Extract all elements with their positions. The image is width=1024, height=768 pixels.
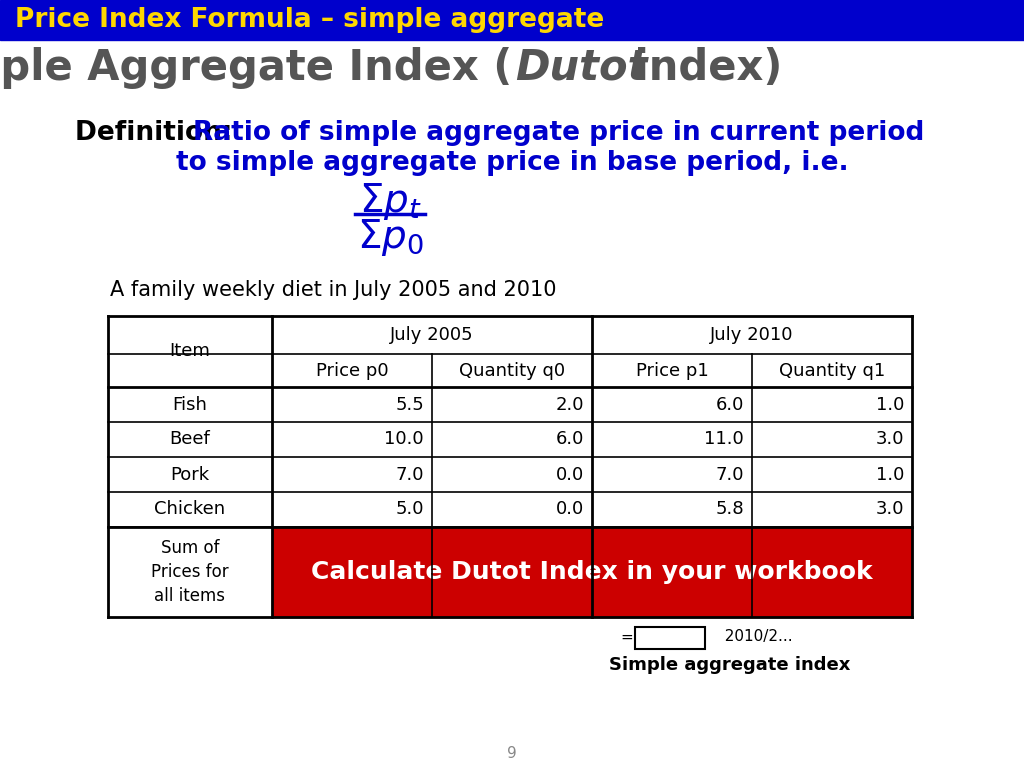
Text: 2010/2...: 2010/2... (715, 630, 793, 644)
Text: 3.0: 3.0 (876, 431, 904, 449)
Text: Pork: Pork (170, 465, 210, 484)
Bar (0, 0, 1024, 40)
Text: Price p0: Price p0 (315, 362, 388, 379)
Text: Beef: Beef (170, 431, 210, 449)
Text: 7.0: 7.0 (395, 465, 424, 484)
Text: Item: Item (170, 343, 211, 360)
Text: Fish: Fish (173, 396, 208, 413)
Text: =: = (620, 630, 633, 644)
Text: 11.0: 11.0 (705, 431, 744, 449)
Text: to simple aggregate price in base period, i.e.: to simple aggregate price in base period… (176, 150, 848, 176)
Text: 1.0: 1.0 (876, 465, 904, 484)
Text: Example 10: Simple Aggregate Index (: Example 10: Simple Aggregate Index ( (0, 47, 512, 89)
Text: Quantity q0: Quantity q0 (459, 362, 565, 379)
Text: Ratio of simple aggregate price in current period: Ratio of simple aggregate price in curre… (193, 120, 925, 146)
Text: 5.0: 5.0 (395, 501, 424, 518)
Text: 1.0: 1.0 (876, 396, 904, 413)
Text: $\Sigma p_0$: $\Sigma p_0$ (356, 217, 423, 259)
Text: 5.5: 5.5 (395, 396, 424, 413)
Text: 5.8: 5.8 (716, 501, 744, 518)
Text: 6.0: 6.0 (716, 396, 744, 413)
Text: Sum of
Prices for
all items: Sum of Prices for all items (152, 539, 228, 604)
Text: 3.0: 3.0 (876, 501, 904, 518)
Text: 2.0: 2.0 (555, 396, 584, 413)
Text: Quantity q1: Quantity q1 (779, 362, 885, 379)
Text: Definition:: Definition: (75, 120, 242, 146)
Bar (272, 527, 912, 617)
Text: 10.0: 10.0 (384, 431, 424, 449)
Text: index): index) (620, 47, 782, 89)
Text: July 2010: July 2010 (711, 326, 794, 344)
Text: July 2005: July 2005 (390, 326, 474, 344)
Text: 7.0: 7.0 (716, 465, 744, 484)
Text: 0.0: 0.0 (556, 465, 584, 484)
Text: A family weekly diet in July 2005 and 2010: A family weekly diet in July 2005 and 20… (110, 280, 556, 300)
Text: 9: 9 (507, 746, 517, 762)
Text: Chicken: Chicken (155, 501, 225, 518)
Text: Price p1: Price p1 (636, 362, 709, 379)
Text: Calculate Dutot Index in your workbook: Calculate Dutot Index in your workbook (311, 560, 872, 584)
Text: Price Index Formula – simple aggregate: Price Index Formula – simple aggregate (15, 7, 604, 33)
Bar (635, 627, 705, 649)
Text: 0.0: 0.0 (556, 501, 584, 518)
Text: Simple aggregate index: Simple aggregate index (609, 656, 851, 674)
Text: $\Sigma p_t$: $\Sigma p_t$ (358, 180, 422, 221)
Text: Dutot: Dutot (515, 47, 647, 89)
Text: 6.0: 6.0 (556, 431, 584, 449)
